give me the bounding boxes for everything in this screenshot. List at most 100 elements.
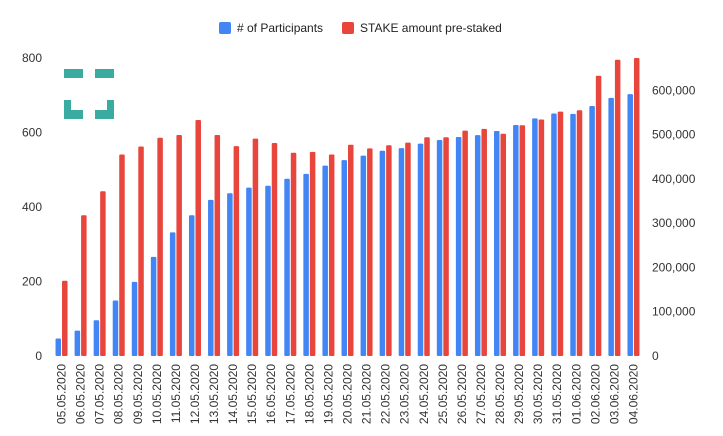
x-tick-label: 31.05.2020	[550, 364, 564, 424]
x-tick-label: 17.05.2020	[283, 364, 297, 424]
y-right-tick-label: 0	[652, 349, 659, 363]
bar-participants	[398, 148, 405, 356]
logo-block-bottom-left	[64, 100, 83, 119]
bar-participants	[150, 256, 157, 356]
legend-swatch-stake	[342, 22, 354, 34]
y-right-tick-label: 600,000	[652, 83, 696, 97]
y-left-tick-label: 800	[22, 51, 42, 65]
x-tick-label: 22.05.2020	[379, 364, 393, 424]
x-tick-label: 16.05.2020	[264, 364, 278, 424]
bar-participants	[93, 320, 100, 356]
bar-stake	[443, 137, 449, 356]
x-tick-label: 02.06.2020	[588, 364, 602, 424]
bar-participants	[341, 160, 347, 356]
x-tick-label: 28.05.2020	[493, 364, 507, 424]
y-left-tick-label: 400	[22, 200, 42, 214]
y-right-tick-label: 400,000	[652, 172, 696, 186]
bar-participants	[246, 187, 252, 356]
bar-participants	[208, 199, 214, 356]
x-tick-label: 15.05.2020	[245, 364, 259, 424]
bar-stake	[138, 146, 144, 356]
x-tick-label: 06.05.2020	[74, 364, 88, 424]
bar-stake	[633, 58, 640, 356]
x-tick-label: 13.05.2020	[207, 364, 221, 424]
bar-stake	[614, 59, 621, 356]
legend-label-stake: STAKE amount pre-staked	[360, 21, 502, 35]
bar-stake	[100, 191, 106, 356]
bar-stake	[348, 144, 354, 356]
x-tick-label: 07.05.2020	[93, 364, 107, 424]
bar-participants	[227, 193, 233, 356]
bar-participants	[360, 155, 367, 356]
bar-stake	[481, 128, 487, 356]
bar-participants	[169, 232, 176, 356]
bar-stake	[462, 130, 468, 356]
x-tick-label: 08.05.2020	[112, 364, 126, 424]
right-axis-ticks: 0 100,000 200,000 300,000 400,000 500,000 600,…	[652, 83, 696, 363]
x-tick-label: 24.05.2020	[417, 364, 431, 424]
x-tick-label: 03.06.2020	[607, 364, 621, 424]
bar-participants	[551, 113, 557, 356]
bar-participants	[265, 185, 271, 356]
bar-stake	[176, 135, 182, 356]
logo-block-top-right	[95, 69, 114, 78]
bar-stake	[519, 125, 526, 357]
bar-stake	[328, 154, 335, 356]
bar-stake	[157, 137, 163, 356]
bar-stake	[576, 110, 583, 356]
y-right-tick-label: 300,000	[652, 216, 696, 230]
y-left-tick-label: 600	[22, 126, 42, 140]
bar-stake	[290, 152, 297, 356]
x-tick-label: 09.05.2020	[131, 364, 145, 424]
bar-stake	[538, 119, 545, 356]
bar-stake	[595, 75, 602, 357]
y-right-tick-label: 200,000	[652, 260, 696, 274]
x-tick-label: 04.06.2020	[626, 364, 640, 424]
bar-stake	[367, 148, 373, 356]
bar-stake	[119, 154, 125, 356]
bar-participants	[112, 300, 119, 356]
x-tick-label: 18.05.2020	[302, 364, 316, 424]
x-tick-label: 21.05.2020	[360, 364, 374, 424]
bar-participants	[627, 94, 633, 356]
bar-participants	[570, 113, 576, 356]
bar-stake	[557, 111, 564, 357]
x-tick-label: 05.05.2020	[55, 364, 69, 424]
left-axis-ticks: 0 200 400 600 800	[22, 51, 42, 363]
bar-participants	[55, 338, 62, 356]
bar-participants	[322, 165, 328, 356]
x-tick-label: 30.05.2020	[531, 364, 545, 424]
x-tick-label: 26.05.2020	[455, 364, 469, 424]
x-tick-label: 29.05.2020	[512, 364, 526, 424]
bar-participants	[131, 281, 138, 356]
bar-participants	[284, 178, 290, 356]
y-right-tick-label: 100,000	[652, 305, 696, 319]
legend: # of Participants STAKE amount pre-stake…	[219, 21, 502, 35]
logo-block-bottom-right	[95, 100, 114, 119]
bar-participants	[303, 173, 309, 356]
y-left-tick-label: 200	[22, 275, 42, 289]
bars	[55, 58, 640, 357]
bar-participants	[455, 136, 462, 356]
x-tick-label: 10.05.2020	[150, 364, 164, 424]
bar-participants	[417, 143, 424, 356]
bar-participants	[188, 215, 195, 356]
bar-participants	[589, 106, 595, 357]
x-tick-label: 12.05.2020	[188, 364, 202, 424]
bar-participants	[513, 125, 519, 356]
x-tick-label: 14.05.2020	[226, 364, 240, 424]
bar-stake	[405, 142, 411, 356]
bar-participants	[494, 131, 500, 356]
x-axis-ticks: 05.05.2020 06.05.2020 07.05.2020 08.05.2020…	[55, 364, 641, 424]
legend-label-participants: # of Participants	[237, 21, 323, 35]
bar-stake	[214, 135, 221, 356]
bar-participants	[436, 139, 443, 356]
x-tick-label: 25.05.2020	[436, 364, 450, 424]
bar-participants	[474, 135, 481, 356]
x-tick-label: 11.05.2020	[169, 364, 183, 423]
x-tick-label: 19.05.2020	[321, 364, 335, 424]
legend-swatch-participants	[219, 22, 231, 34]
x-tick-label: 01.06.2020	[569, 364, 583, 424]
logo	[64, 69, 114, 119]
